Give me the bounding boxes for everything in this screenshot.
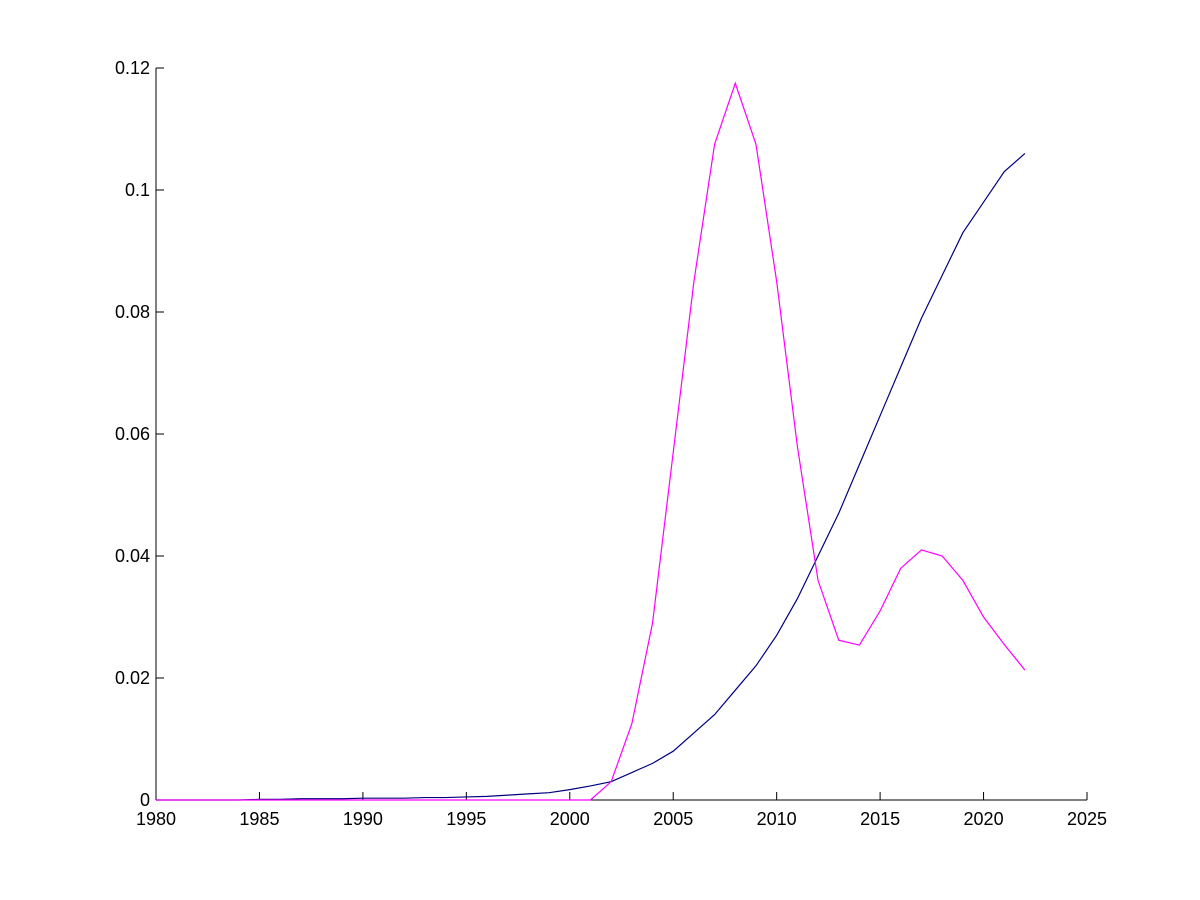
x-tick-label: 2015 (860, 809, 900, 829)
y-tick-label: 0.1 (125, 180, 150, 200)
y-tick-label: 0 (140, 790, 150, 810)
y-tick-label: 0.02 (115, 668, 150, 688)
x-tick-label: 1995 (446, 809, 486, 829)
x-tick-label: 2005 (653, 809, 693, 829)
x-tick-label: 2010 (757, 809, 797, 829)
y-tick-label: 0.12 (115, 58, 150, 78)
x-tick-label: 2000 (550, 809, 590, 829)
series-line (156, 81, 1026, 801)
x-tick-label: 2025 (1067, 809, 1107, 829)
y-tick-label: 0.04 (115, 546, 150, 566)
series-line (156, 152, 1026, 801)
x-tick-label: 1985 (239, 809, 279, 829)
x-tick-label: 2020 (964, 809, 1004, 829)
x-tick-label: 1980 (136, 809, 176, 829)
y-tick-label: 0.06 (115, 424, 150, 444)
y-tick-label: 0.08 (115, 302, 150, 322)
x-tick-label: 1990 (343, 809, 383, 829)
